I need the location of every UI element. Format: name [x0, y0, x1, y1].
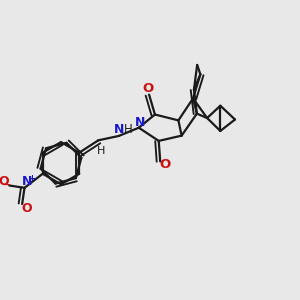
Text: N: N: [134, 116, 145, 129]
Text: +: +: [28, 174, 35, 183]
Text: O: O: [21, 202, 32, 215]
Text: O: O: [160, 158, 171, 171]
Text: O: O: [0, 176, 9, 188]
Text: O: O: [143, 82, 154, 94]
Text: N: N: [22, 175, 33, 188]
Text: −: −: [2, 180, 11, 190]
Text: H: H: [97, 146, 105, 156]
Text: H: H: [124, 123, 132, 136]
Text: N: N: [113, 123, 124, 136]
